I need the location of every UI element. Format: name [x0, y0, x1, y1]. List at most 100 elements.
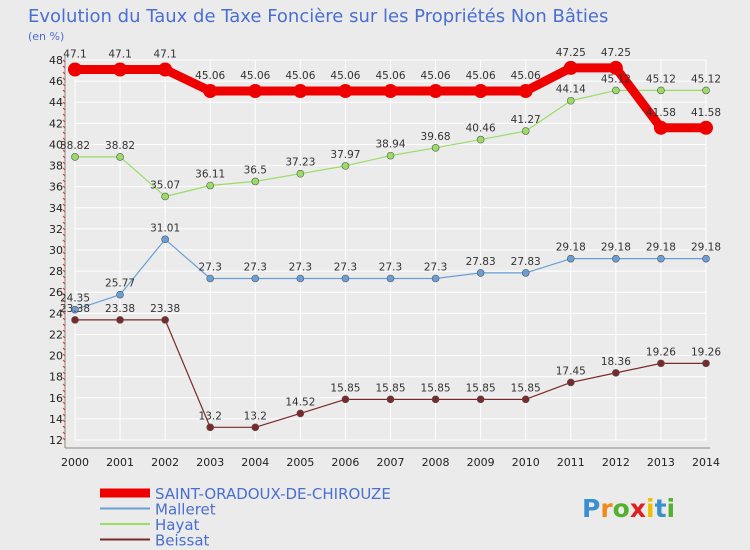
logo-letter: r: [600, 494, 613, 523]
axis-dash: [62, 119, 66, 123]
data-point: [206, 423, 215, 432]
y-tick-label: 12: [49, 434, 63, 447]
data-point: [296, 409, 305, 418]
data-label: 45.06: [511, 70, 541, 82]
data-point: [341, 274, 350, 283]
axis-dash: [62, 143, 66, 147]
axis-dash: [62, 137, 66, 141]
data-point: [612, 369, 620, 377]
x-tick-label: 2013: [647, 456, 675, 469]
y-tick-label: 44: [49, 96, 63, 109]
axis-dash: [62, 233, 66, 237]
data-point: [473, 84, 488, 99]
data-point: [566, 96, 575, 105]
chart-unit: (en %): [28, 30, 64, 43]
data-label: 35.07: [150, 179, 180, 191]
data-label: 27.3: [199, 262, 222, 274]
data-point: [612, 254, 620, 263]
y-tick-label: 24: [49, 307, 63, 320]
data-point: [338, 84, 353, 99]
data-label: 47.25: [556, 47, 586, 59]
data-point: [386, 274, 395, 283]
y-tick-label: 30: [49, 244, 63, 257]
data-label: 23.38: [60, 303, 90, 315]
y-tick-label: 46: [49, 75, 63, 88]
axis-dash: [62, 227, 66, 231]
data-labels: 47.1 47.1 47.1 45.06 45.06 45.06 45.06 45.06 45.…: [60, 47, 721, 422]
axis-dash: [62, 83, 66, 87]
y-tick-label: 42: [49, 117, 63, 130]
x-tick-label: 2004: [241, 456, 269, 469]
axis-dash: [62, 281, 66, 285]
data-label: 37.23: [285, 157, 315, 169]
axis-dash: [62, 167, 66, 171]
data-point: [71, 153, 79, 161]
axis-dash: [62, 263, 66, 267]
axis-dash: [62, 293, 66, 297]
axis-dash: [62, 413, 66, 417]
axis-dash: [62, 185, 66, 189]
data-point: [113, 62, 128, 77]
axis-dash: [62, 401, 66, 405]
axis-dash: [62, 347, 66, 351]
data-point: [383, 84, 398, 99]
data-label: 45.06: [240, 70, 270, 82]
axis-dash: [62, 107, 66, 111]
x-tick-label: 2014: [692, 456, 720, 469]
y-tick-label: 20: [49, 350, 63, 363]
data-label: 27.83: [511, 256, 541, 268]
axis-dash: [62, 251, 66, 255]
data-point: [702, 86, 710, 95]
data-point: [612, 86, 620, 95]
data-label: 36.5: [244, 164, 267, 176]
data-label: 15.85: [375, 382, 405, 394]
axis-dash: [62, 305, 66, 309]
data-label: 13.2: [244, 410, 267, 422]
data-label: 18.36: [601, 356, 631, 368]
data-label: 15.85: [466, 382, 496, 394]
data-point: [296, 274, 305, 283]
axis-dash: [62, 221, 66, 225]
data-label: 29.18: [601, 242, 631, 254]
axis-dash: [62, 239, 66, 243]
axis-dash: [62, 71, 66, 75]
axis-dash: [62, 179, 66, 183]
axis-dash: [62, 377, 66, 381]
data-point: [203, 84, 218, 99]
axis-dash: [62, 125, 66, 129]
y-tick-label: 16: [49, 392, 63, 405]
y-tick-label: 38: [49, 160, 63, 173]
axis-dash: [62, 209, 66, 213]
data-point: [161, 316, 169, 324]
x-tick-label: 2002: [151, 456, 179, 469]
proxiti-logo: Proxiti: [582, 494, 675, 523]
axis-dash: [62, 437, 66, 441]
data-label: 45.12: [691, 73, 721, 85]
x-tick-label: 2001: [106, 456, 134, 469]
data-point: [657, 359, 665, 368]
data-label: 15.85: [421, 382, 451, 394]
axis-dash: [62, 155, 66, 159]
axis-dash: [62, 161, 66, 165]
logo-letter: t: [655, 494, 667, 523]
data-label: 27.3: [289, 262, 312, 274]
data-point: [251, 274, 260, 283]
data-label: 19.26: [691, 346, 721, 358]
data-point: [431, 395, 440, 404]
data-label: 47.1: [153, 49, 176, 61]
data-label: 45.06: [375, 70, 405, 82]
data-label: 45.06: [195, 70, 225, 82]
data-label: 27.3: [244, 262, 267, 274]
grid: [74, 59, 707, 441]
legend-label: Beissat: [155, 532, 210, 550]
x-tick-label: 2003: [196, 456, 224, 469]
y-tick-label: 48: [49, 54, 63, 67]
x-tick-label: 2010: [512, 456, 540, 469]
x-tick-label: 2005: [286, 456, 314, 469]
data-label: 19.26: [646, 346, 676, 358]
data-point: [341, 162, 350, 170]
legend-label: Malleret: [155, 501, 216, 519]
axis-dash: [62, 425, 66, 429]
data-label: 24.35: [60, 293, 90, 305]
data-point: [116, 316, 124, 324]
